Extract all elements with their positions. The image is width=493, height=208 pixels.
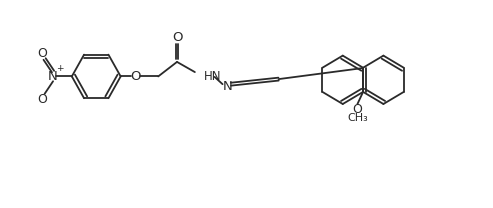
Text: O: O <box>172 31 182 44</box>
Text: O: O <box>352 103 362 116</box>
Text: +: + <box>56 64 64 73</box>
Text: N: N <box>222 80 232 93</box>
Text: N: N <box>48 70 58 83</box>
Text: HN: HN <box>204 71 221 83</box>
Text: CH₃: CH₃ <box>347 113 368 123</box>
Text: O: O <box>37 93 47 106</box>
Text: O: O <box>37 47 47 60</box>
Text: O: O <box>131 70 141 83</box>
